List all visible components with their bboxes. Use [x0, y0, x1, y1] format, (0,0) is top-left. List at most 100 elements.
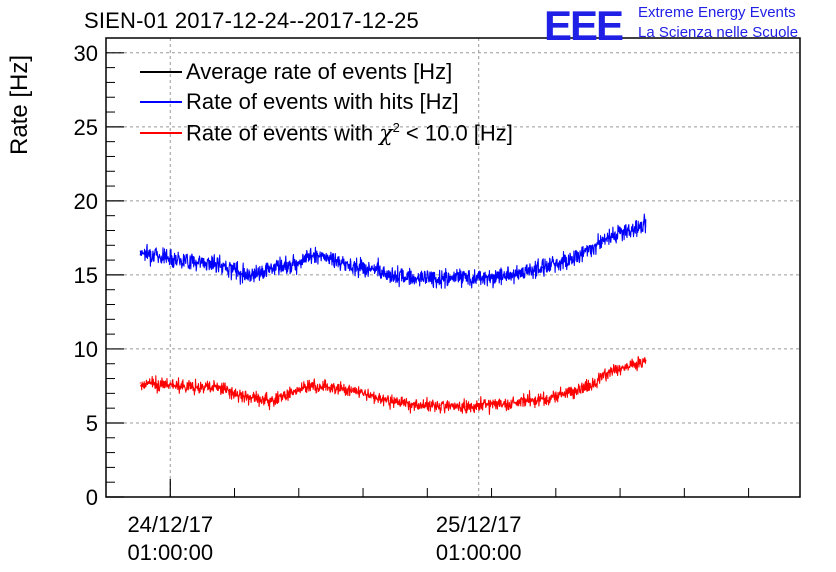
series-point-chi2 [233, 392, 236, 394]
logo-caption-line-1: Extreme Energy Events [638, 4, 796, 21]
series-point-hits [645, 225, 647, 227]
series-point-chi2 [632, 364, 634, 366]
series-point-hits [606, 237, 608, 239]
eee-logo: EEE [544, 2, 624, 49]
series-line-hits [139, 213, 647, 289]
series-point-chi2 [413, 403, 416, 405]
series-point-hits [362, 266, 364, 269]
series-point-chi2 [426, 404, 428, 406]
series-point-hits [580, 253, 583, 255]
series-point-hits [568, 259, 570, 261]
x-tick-label-time: 01:00:00 [127, 540, 213, 565]
series-point-hits [233, 268, 236, 270]
series-point-chi2 [285, 394, 287, 396]
series-point-hits [529, 269, 531, 272]
series-point-hits [336, 260, 338, 263]
series-point-chi2 [182, 385, 184, 387]
legend-swatch-average [140, 71, 182, 73]
series-point-chi2 [580, 388, 583, 390]
legend-swatch-chi2 [140, 132, 182, 134]
series-point-hits [439, 278, 441, 280]
series-point-hits [452, 277, 454, 279]
series-point-chi2 [400, 401, 403, 403]
y-axis-label: Rate [Hz] [6, 54, 33, 156]
series-point-hits [259, 271, 261, 273]
series-point-chi2 [311, 385, 313, 387]
series-point-chi2 [452, 406, 454, 408]
legend-label-chi2-prefix: Rate of events with [186, 120, 380, 146]
series-point-hits [298, 260, 300, 263]
series-point-chi2 [593, 382, 595, 384]
y-tick-label: 20 [74, 189, 98, 214]
series-point-chi2 [465, 406, 467, 408]
series-point-chi2 [490, 403, 493, 405]
y-tick-label: 15 [74, 263, 98, 288]
series-point-hits [400, 275, 403, 277]
series-point-hits [503, 274, 506, 276]
legend-label-chi2: Rate of events with χ2 < 10.0 [Hz] [186, 120, 513, 146]
legend-label-chi2-symbol: χ [379, 121, 393, 147]
series-point-chi2 [645, 360, 647, 362]
series-point-hits [323, 256, 326, 258]
series-point-chi2 [349, 389, 351, 391]
series-point-hits [272, 266, 274, 269]
x-tick-label-time: 01:00:00 [436, 540, 522, 565]
series-point-chi2 [529, 400, 531, 402]
series-point-chi2 [516, 401, 518, 403]
series-point-hits [388, 274, 390, 276]
series-point-chi2 [195, 386, 197, 389]
series-point-chi2 [221, 388, 223, 390]
series-point-chi2 [139, 382, 141, 384]
series-point-hits [182, 259, 184, 261]
series-point-hits [413, 277, 416, 279]
series-point-chi2 [503, 403, 506, 405]
series-point-hits [311, 255, 313, 257]
series-point-hits [426, 277, 428, 279]
y-tick-label: 5 [86, 411, 98, 436]
series-point-hits [593, 244, 595, 246]
legend-label-chi2-exponent: 2 [392, 120, 400, 135]
series-point-hits [169, 256, 171, 258]
series-point-chi2 [156, 383, 159, 386]
x-tick-label-date: 25/12/17 [436, 512, 522, 537]
series-point-hits [285, 265, 287, 267]
legend-swatch-hits [140, 101, 182, 103]
series-point-hits [246, 274, 248, 276]
y-tick-label: 30 [74, 41, 98, 66]
series-point-hits [221, 265, 223, 267]
series-point-chi2 [246, 397, 248, 399]
series-point-hits [465, 275, 467, 277]
series-point-chi2 [208, 386, 210, 389]
series-point-chi2 [362, 392, 364, 394]
series-point-hits [195, 260, 197, 263]
series-point-chi2 [169, 383, 171, 386]
series-point-chi2 [478, 404, 480, 406]
y-tick-label: 25 [74, 115, 98, 140]
series-point-hits [490, 277, 493, 279]
logo-caption-line-2: La Scienza nelle Scuole [638, 24, 799, 41]
series-point-hits [478, 277, 480, 279]
series-point-hits [156, 255, 159, 257]
series-point-hits [139, 250, 141, 252]
chart-title: SIEN-01 2017-12-24--2017-12-25 [84, 8, 419, 33]
series-point-chi2 [388, 400, 390, 402]
series-point-chi2 [272, 400, 274, 402]
legend-label-average: Average rate of events [Hz] [186, 59, 453, 84]
series-point-chi2 [542, 398, 544, 400]
series-line-chi2 [140, 355, 647, 415]
series-point-chi2 [323, 386, 326, 389]
series-point-chi2 [606, 372, 608, 374]
series-point-hits [516, 272, 518, 275]
plot-frame [105, 37, 801, 498]
series-point-hits [619, 232, 621, 235]
legend-label-chi2-suffix: < 10.0 [Hz] [399, 120, 513, 146]
series-point-chi2 [619, 367, 621, 369]
series-point-chi2 [439, 404, 441, 406]
series-point-hits [208, 262, 210, 264]
series-point-chi2 [568, 392, 570, 394]
series-point-hits [349, 265, 351, 267]
legend-label-hits: Rate of events with hits [Hz] [186, 89, 459, 114]
series-point-hits [555, 262, 557, 264]
